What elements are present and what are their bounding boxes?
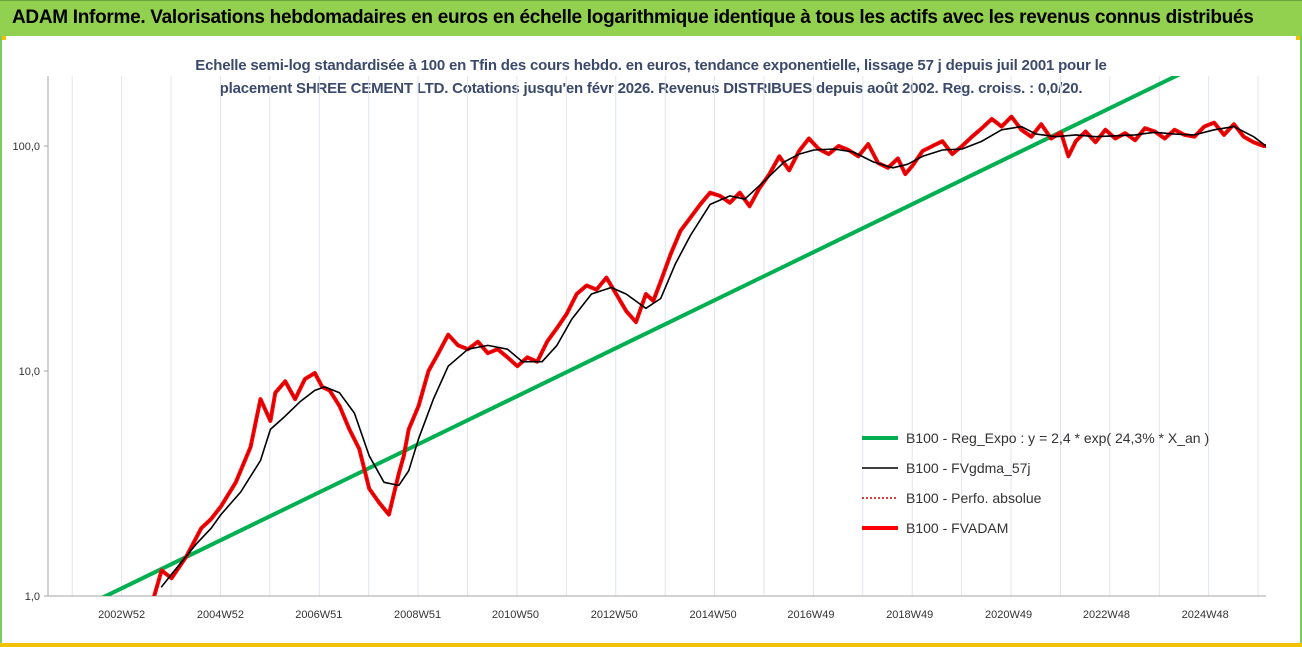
corner-marker-left bbox=[0, 36, 6, 40]
corner-marker-right bbox=[1296, 36, 1302, 40]
legend-label: B100 - FVgdma_57j bbox=[906, 460, 1031, 476]
report-banner: ADAM Informe. Valorisations hebdomadaire… bbox=[0, 0, 1302, 36]
legend-label: B100 - Reg_Expo : y = 2,4 * exp( 24,3% *… bbox=[906, 430, 1209, 446]
x-tick-label: 2022W48 bbox=[1083, 609, 1130, 621]
x-tick-label: 2024W48 bbox=[1182, 609, 1229, 621]
x-tick-label: 2010W50 bbox=[492, 609, 539, 621]
x-tick-label: 2006W51 bbox=[295, 609, 342, 621]
chart-title-line2: placement SHREE CEMENT LTD. Cotations ju… bbox=[219, 80, 1083, 97]
series-regression-line bbox=[101, 76, 1181, 596]
x-tick-label: 2020W49 bbox=[985, 609, 1032, 621]
x-tick-label: 2012W50 bbox=[591, 609, 638, 621]
series-fvgdma-line bbox=[160, 125, 1266, 588]
bottom-bar bbox=[0, 643, 1302, 647]
series-fvadam-line bbox=[152, 114, 1266, 596]
legend: B100 - Reg_Expo : y = 2,4 * exp( 24,3% *… bbox=[862, 430, 1209, 536]
series-perfo-line bbox=[153, 116, 1266, 596]
series-layer bbox=[101, 76, 1266, 596]
y-tick-label: 100,0 bbox=[12, 141, 40, 153]
x-tick-label: 2014W50 bbox=[690, 609, 737, 621]
legend-label: B100 - FVADAM bbox=[906, 520, 1008, 536]
grid-layer bbox=[71, 76, 1259, 596]
x-tick-label: 2016W49 bbox=[787, 609, 834, 621]
report-title: ADAM Informe. Valorisations hebdomadaire… bbox=[12, 7, 1254, 28]
chart-panel bbox=[0, 36, 1302, 647]
x-tick-label: 2018W49 bbox=[886, 609, 933, 621]
y-tick-label: 1,0 bbox=[25, 591, 40, 603]
legend-label: B100 - Perfo. absolue bbox=[906, 490, 1042, 506]
x-tick-label: 2004W52 bbox=[197, 609, 244, 621]
chart-title-line1: Echelle semi-log standardisée à 100 en T… bbox=[195, 57, 1107, 74]
y-tick-label: 10,0 bbox=[19, 366, 40, 378]
axis-layer: 1,0 10,0 100,0 2002W52 2004W52 2006W51 2008W51… bbox=[12, 76, 1266, 621]
x-tick-label: 2002W52 bbox=[98, 609, 145, 621]
x-tick-label: 2008W51 bbox=[394, 609, 441, 621]
